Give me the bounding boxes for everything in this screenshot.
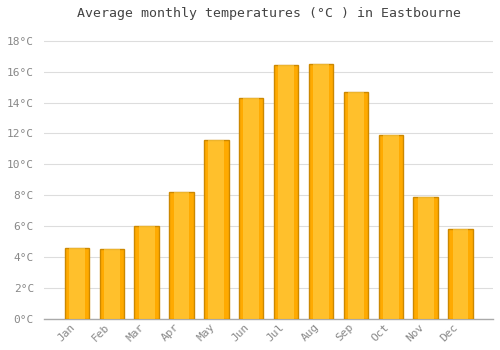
Bar bbox=[244, 98, 259, 319]
Title: Average monthly temperatures (°C ) in Eastbourne: Average monthly temperatures (°C ) in Ea… bbox=[76, 7, 460, 20]
Bar bbox=[65, 248, 89, 319]
Bar bbox=[100, 249, 124, 319]
Bar bbox=[204, 140, 229, 319]
Bar bbox=[309, 64, 333, 319]
Bar bbox=[348, 92, 364, 319]
Bar bbox=[452, 229, 468, 319]
Bar bbox=[344, 92, 368, 319]
Bar bbox=[208, 140, 224, 319]
Bar bbox=[418, 197, 434, 319]
Bar bbox=[134, 226, 159, 319]
Bar bbox=[104, 249, 120, 319]
Bar bbox=[174, 192, 190, 319]
Bar bbox=[139, 226, 154, 319]
Bar bbox=[414, 197, 438, 319]
Bar bbox=[239, 98, 264, 319]
Bar bbox=[170, 192, 194, 319]
Bar bbox=[448, 229, 472, 319]
Bar bbox=[274, 65, 298, 319]
Bar bbox=[278, 65, 294, 319]
Bar bbox=[383, 135, 398, 319]
Bar bbox=[378, 135, 403, 319]
Bar bbox=[313, 64, 329, 319]
Bar bbox=[69, 248, 85, 319]
